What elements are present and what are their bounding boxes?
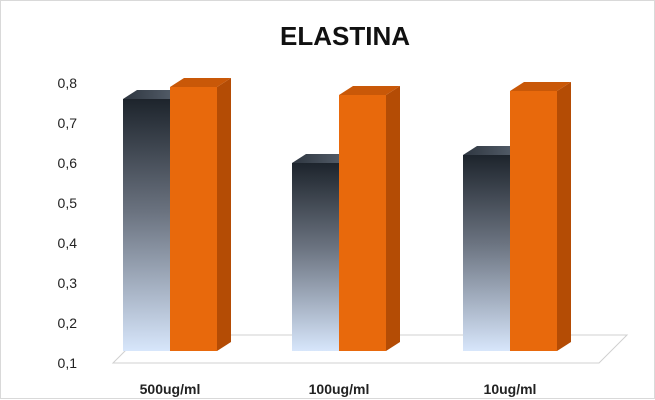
y-tick-label: 0,2 [58,315,78,331]
y-tick-label: 0,8 [58,75,78,91]
chart-title: ELASTINA [280,21,410,51]
y-tick-label: 0,5 [58,195,78,211]
bar-top [510,82,571,91]
bar-top [170,78,231,87]
bar-front [292,163,339,351]
bar-top [292,154,353,163]
bar-front [170,87,217,351]
bar-side [386,86,400,351]
x-tick-label: 500ug/ml [140,381,201,397]
bars [123,78,571,351]
y-tick-label: 0,7 [58,115,78,131]
bar-side [217,78,231,351]
bar [170,78,231,351]
bar-side [557,82,571,351]
x-tick-label: 100ug/ml [309,381,370,397]
bar-front [463,155,510,351]
y-tick-label: 0,6 [58,155,78,171]
bar-front [123,99,170,351]
y-tick-label: 0,1 [58,355,78,371]
bar [510,82,571,351]
y-tick-label: 0,4 [58,235,78,251]
bar-front [510,91,557,351]
bar-top [463,146,524,155]
bar-top [339,86,400,95]
y-axis-ticks: 0,1 0,2 0,3 0,4 0,5 0,6 0,7 0,8 [58,75,78,371]
bar-top [123,90,184,99]
bar-front [339,95,386,351]
bar [339,86,400,351]
y-tick-label: 0,3 [58,275,78,291]
x-axis-labels: 500ug/ml 100ug/ml 10ug/ml [140,381,537,397]
x-tick-label: 10ug/ml [484,381,537,397]
